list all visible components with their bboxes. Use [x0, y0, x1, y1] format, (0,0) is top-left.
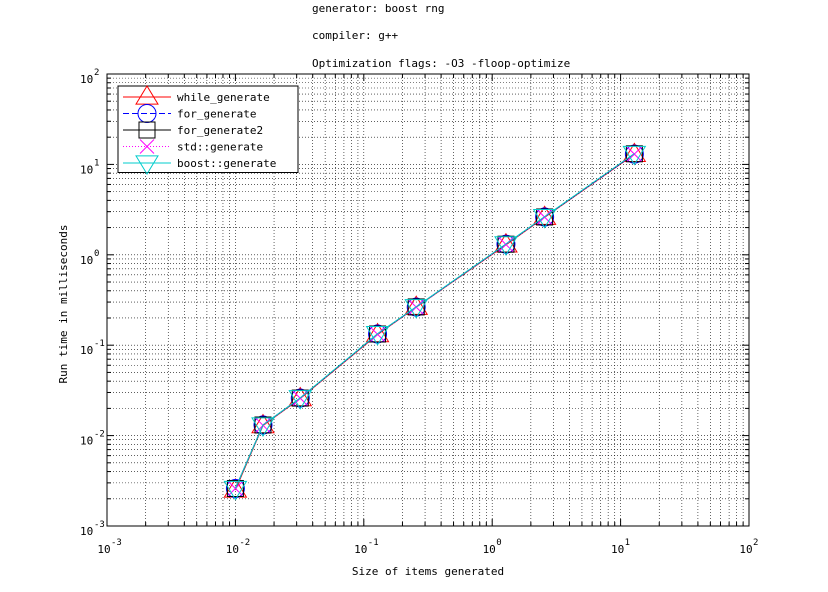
y-tick-label-base: 10 — [80, 254, 93, 267]
marker-stroke — [139, 139, 155, 154]
title-compiler: compiler: g++ — [312, 29, 399, 42]
series-line — [234, 153, 635, 489]
legend-label: boost::generate — [177, 157, 276, 170]
x-tick-label-exponent: -2 — [239, 538, 250, 548]
y-tick-label-exponent: 0 — [94, 249, 99, 259]
x-tick-label-exponent: 0 — [496, 538, 501, 548]
plot-frame — [106, 73, 750, 527]
y-tick-label-exponent: -1 — [94, 339, 105, 349]
series-std-generate — [228, 146, 642, 496]
legend-label: for_generate — [177, 108, 256, 121]
x-tick-label-exponent: -3 — [111, 538, 122, 548]
x-tick-label-base: 10 — [483, 543, 496, 556]
data-point — [532, 205, 557, 225]
data-point — [291, 389, 309, 407]
data-point — [625, 145, 643, 163]
series-layer — [223, 142, 647, 501]
legend-label: for_generate2 — [177, 124, 263, 137]
legend-entry: std::generate — [123, 139, 263, 154]
y-tick-label-base: 10 — [80, 525, 93, 538]
legend-box — [117, 85, 299, 173]
series-line — [234, 153, 635, 489]
y-tick-label-exponent: -3 — [94, 520, 105, 530]
legend-marker — [139, 139, 155, 154]
y-tick-label-exponent: -2 — [94, 430, 105, 440]
title-generator: generator: boost rng — [312, 2, 445, 15]
x-tick-label-exponent: -1 — [368, 538, 379, 548]
legend-entry: while_generate — [123, 85, 270, 105]
legend-entry: for_generate2 — [123, 121, 263, 139]
x-tick-label-base: 10 — [611, 543, 624, 556]
data-point — [288, 390, 313, 410]
y-tick-label-base: 10 — [80, 73, 93, 86]
legend-label: std::generate — [177, 141, 263, 154]
legend-entry: boost::generate — [123, 155, 276, 175]
y-tick-label-base: 10 — [80, 344, 93, 357]
y-axis-label: Run time in milliseconds — [57, 225, 70, 384]
legend-marker — [138, 121, 156, 139]
data-point — [404, 299, 429, 319]
data-point — [497, 235, 515, 253]
data-point — [254, 416, 272, 434]
series-line — [234, 153, 635, 489]
data-point — [496, 234, 516, 254]
data-point — [535, 207, 555, 227]
data-point — [223, 480, 248, 501]
data-point — [226, 479, 244, 497]
y-tick-label-exponent: 1 — [94, 158, 99, 168]
data-point — [407, 298, 425, 316]
y-tick-label-base: 10 — [80, 163, 93, 176]
data-point — [532, 209, 557, 229]
x-tick-label-exponent: 1 — [625, 538, 630, 548]
series-for-generate2 — [226, 145, 643, 497]
data-point — [253, 415, 273, 435]
x-tick-label-base: 10 — [97, 543, 110, 556]
x-tick-label-exponent: 2 — [753, 538, 758, 548]
x-tick-label-base: 10 — [739, 543, 752, 556]
data-point — [368, 324, 388, 344]
data-point — [365, 326, 390, 346]
data-point — [251, 417, 275, 437]
legend-label: while_generate — [177, 91, 270, 104]
data-point — [369, 325, 387, 343]
legend: while_generate for_generate for_generate2s… — [117, 85, 299, 175]
data-point — [290, 388, 310, 408]
title-optimization-flags: Optimization flags: -O3 -floop-optimize — [312, 57, 571, 70]
x-axis-label: Size of items generated — [352, 565, 504, 578]
data-point — [225, 478, 245, 498]
x-tick-label-base: 10 — [354, 543, 367, 556]
data-point — [536, 208, 554, 226]
series-line — [234, 153, 635, 489]
legend-marker — [135, 155, 159, 175]
y-tick-label-exponent: 2 — [94, 68, 99, 78]
data-point — [406, 297, 426, 317]
data-point — [624, 144, 644, 164]
y-tick-label-base: 10 — [80, 435, 93, 448]
data-point — [404, 295, 429, 315]
data-point — [622, 145, 647, 166]
axis-ticks: 10 -3 10 -2 10 -1 10 0 10 1 10 210 -310 -210 -110 010 11… — [80, 68, 758, 556]
legend-entry: for_generate — [123, 104, 256, 123]
x-tick-label-base: 10 — [226, 543, 239, 556]
data-point — [494, 236, 518, 256]
series-boost-generate — [223, 145, 647, 501]
